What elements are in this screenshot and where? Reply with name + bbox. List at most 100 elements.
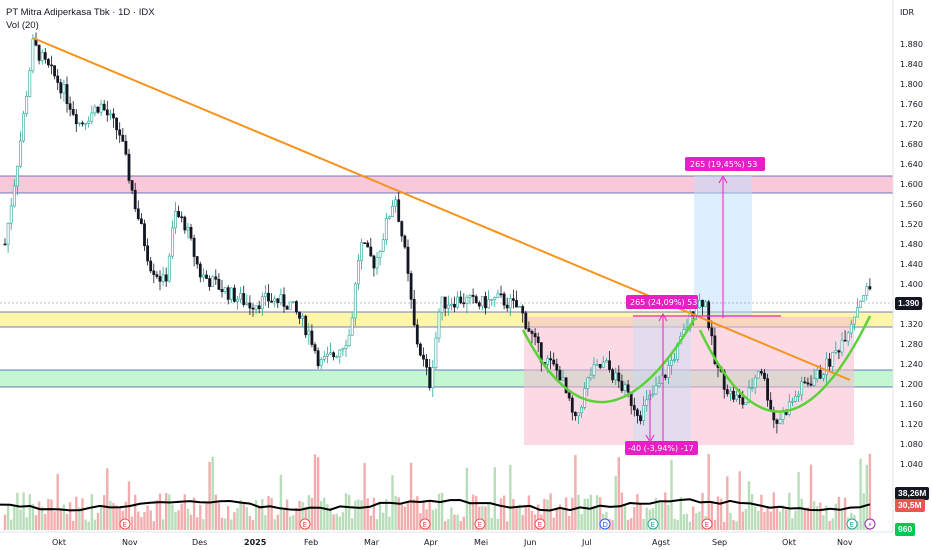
candle-body <box>511 298 515 301</box>
volume-bar <box>177 510 180 530</box>
candle-body <box>812 378 816 386</box>
candle-body <box>391 205 394 218</box>
volume-bar <box>233 512 236 530</box>
volume-bar <box>822 515 825 530</box>
event-icon[interactable]: E <box>299 518 311 530</box>
volume-bar <box>744 509 748 530</box>
volume-bar <box>791 518 794 530</box>
candle-body <box>378 250 382 258</box>
volume-bar <box>406 501 410 530</box>
volume-bar <box>862 493 865 530</box>
symbol-title[interactable]: PT Mitra Adiperkasa Tbk · 1D · IDX <box>6 7 155 18</box>
volume-bar <box>707 453 710 530</box>
volume-bar <box>447 519 450 530</box>
candle-body <box>415 324 419 345</box>
volume-bar <box>56 473 59 530</box>
event-icon[interactable]: E <box>119 518 131 530</box>
candle-body <box>189 226 193 239</box>
event-icon[interactable]: E <box>701 518 713 530</box>
volume-bar <box>440 492 444 530</box>
volume-bar <box>313 454 317 530</box>
candle-body <box>81 122 84 125</box>
volume-bar <box>65 514 69 530</box>
volume-bar <box>778 511 782 530</box>
volume-bar <box>245 507 248 530</box>
price-tick-label: 1.800 <box>900 80 923 89</box>
candle-body <box>3 243 7 246</box>
volume-indicator-label[interactable]: Vol (20) <box>6 20 39 31</box>
event-icon[interactable]: D <box>599 518 611 530</box>
volume-bar <box>481 505 484 530</box>
volume-bar <box>586 498 589 530</box>
volume-bar <box>868 453 872 530</box>
event-icon[interactable]: E <box>534 518 546 530</box>
candle-body <box>505 304 509 309</box>
price-tick-label: 1.040 <box>900 460 923 469</box>
candle-body <box>546 358 549 365</box>
volume-bar <box>385 499 388 530</box>
event-icon[interactable]: E <box>846 518 858 530</box>
cup-right[interactable] <box>698 315 872 413</box>
candle-body <box>140 218 143 224</box>
volume-bar <box>595 495 599 530</box>
candle-body <box>136 208 140 220</box>
time-tick-label: Mei <box>474 538 488 547</box>
price-tick-label: 1.200 <box>900 380 923 389</box>
candle-body <box>310 330 314 345</box>
time-tick-label: Feb <box>304 538 318 547</box>
candle-body <box>195 256 199 265</box>
time-tick-label: Des <box>192 538 207 547</box>
volume-bar <box>338 516 341 530</box>
candle-body <box>635 409 639 416</box>
price-axis[interactable]: 1.880 1.840 1.800 1.760 1.720 1.680 1.640 1.600… <box>900 40 923 469</box>
time-axis[interactable]: Okt Nov Des 2025 Feb Mar Apr Mei Jun Jul Agst Sep Ok… <box>52 538 853 547</box>
candle-body <box>840 339 844 353</box>
volume-bar <box>388 516 391 530</box>
volume-bar <box>90 494 93 530</box>
candle-body <box>453 304 456 308</box>
event-icon[interactable]: E <box>474 518 486 530</box>
candle-body <box>31 38 35 72</box>
volume-bar <box>214 494 217 530</box>
volume-bar <box>124 501 128 530</box>
volume-bar <box>465 467 469 530</box>
volume-bar <box>676 520 679 530</box>
volume-bar <box>270 498 273 530</box>
measure-box-pink <box>524 317 854 445</box>
time-tick-label: Apr <box>424 538 439 547</box>
volume-bar <box>258 505 261 530</box>
trendline[interactable] <box>32 37 851 381</box>
volume-bar <box>196 517 199 530</box>
volume-bar <box>16 492 19 530</box>
volume-bar <box>673 518 676 530</box>
time-tick-label: Nov <box>122 538 138 547</box>
volume-bar <box>735 521 738 530</box>
volume-bar <box>239 499 242 530</box>
candle-body <box>102 103 106 111</box>
candle-body <box>87 120 91 124</box>
cup-left[interactable] <box>521 317 697 404</box>
candle-body <box>778 419 782 424</box>
event-icon[interactable]: ⚡ <box>864 518 876 530</box>
candle-body <box>725 389 729 395</box>
volume-bar <box>732 520 735 530</box>
volume-bar <box>165 493 168 530</box>
event-icon[interactable]: E <box>419 518 431 530</box>
volume-bar <box>614 475 617 530</box>
volume-bar <box>695 513 698 530</box>
event-icon[interactable]: E <box>647 518 659 530</box>
volume-bar <box>781 505 785 530</box>
volume-bar <box>524 506 527 530</box>
candle-body <box>564 377 568 394</box>
volume-bars <box>0 453 872 530</box>
candle-body <box>502 293 506 306</box>
volume-bar <box>738 471 741 530</box>
volume-bar <box>112 502 115 530</box>
candle-body <box>701 299 704 307</box>
volume-bar <box>53 511 56 530</box>
svg-text:E: E <box>538 521 542 529</box>
volume-bar <box>307 495 310 530</box>
volume-bar <box>639 504 642 530</box>
